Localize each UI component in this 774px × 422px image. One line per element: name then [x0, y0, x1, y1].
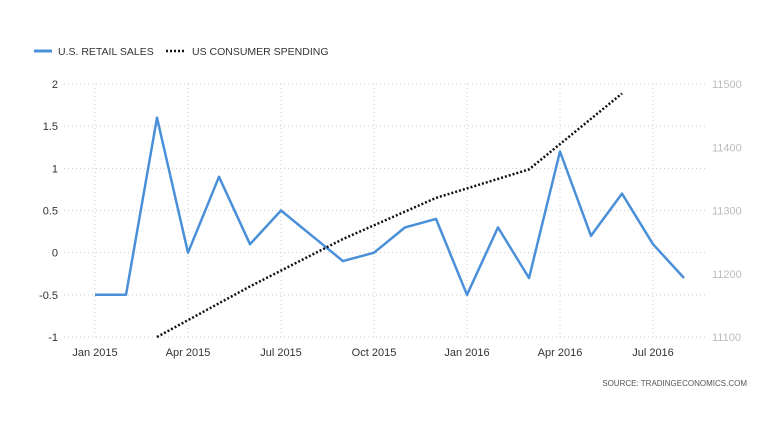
x-tick-label: Jan 2016: [444, 347, 489, 359]
y-left-tick-label: 1.5: [43, 121, 58, 133]
data-point-us-consumer-spending[interactable]: [617, 88, 627, 98]
y-left-tick-label: 1: [52, 163, 58, 175]
y-right-tick-label: 11200: [712, 269, 742, 281]
legend-label-retail-sales[interactable]: U.S. RETAIL SALES: [58, 46, 154, 58]
data-point-us-consumer-spending[interactable]: [245, 281, 255, 291]
x-axis-ticks: Jan 2015 Apr 2015 Jul 2015 Oct 2015 Jan 2016…: [72, 347, 673, 359]
data-point-u-s-retail-sales[interactable]: [214, 172, 224, 182]
data-point-us-consumer-spending[interactable]: [338, 234, 348, 244]
y-left-tick-label: -1: [48, 332, 58, 344]
legend-label-consumer-spending[interactable]: US CONSUMER SPENDING: [192, 46, 329, 58]
series-layer: [90, 88, 689, 342]
x-tick-label: Apr 2015: [166, 347, 211, 359]
data-point-u-s-retail-sales[interactable]: [152, 113, 162, 123]
y-left-tick-label: -0.5: [39, 290, 58, 302]
data-point-u-s-retail-sales[interactable]: [524, 273, 534, 283]
data-point-u-s-retail-sales[interactable]: [493, 222, 503, 232]
data-point-u-s-retail-sales[interactable]: [431, 214, 441, 224]
x-tick-label: Jul 2015: [260, 347, 302, 359]
data-point-u-s-retail-sales[interactable]: [617, 189, 627, 199]
series-line-u-s-retail-sales[interactable]: [95, 116, 685, 297]
data-point-u-s-retail-sales[interactable]: [183, 248, 193, 258]
x-tick-label: Jan 2015: [72, 347, 117, 359]
data-point-u-s-retail-sales[interactable]: [586, 231, 596, 241]
data-point-u-s-retail-sales[interactable]: [679, 273, 689, 283]
data-point-u-s-retail-sales[interactable]: [121, 290, 131, 300]
data-point-us-consumer-spending[interactable]: [524, 164, 534, 174]
grid: [64, 83, 705, 338]
y-right-tick-label: 11500: [712, 79, 742, 91]
x-tick-label: Apr 2016: [538, 347, 583, 359]
data-point-u-s-retail-sales[interactable]: [90, 290, 100, 300]
source-label: SOURCE: TRADINGECONOMICS.COM: [602, 379, 747, 388]
data-point-u-s-retail-sales[interactable]: [462, 290, 472, 300]
y-left-tick-label: 2: [52, 79, 58, 91]
data-point-us-consumer-spending[interactable]: [152, 332, 162, 342]
data-point-u-s-retail-sales[interactable]: [245, 239, 255, 249]
data-point-u-s-retail-sales[interactable]: [276, 206, 286, 216]
data-point-us-consumer-spending[interactable]: [431, 193, 441, 203]
left-axis-ticks: 2 1.5 1 0.5 0 -0.5 -1: [39, 79, 58, 344]
data-point-u-s-retail-sales[interactable]: [648, 239, 658, 249]
data-point-u-s-retail-sales[interactable]: [369, 248, 379, 258]
data-point-u-s-retail-sales[interactable]: [338, 256, 348, 266]
x-tick-label: Jul 2016: [632, 347, 674, 359]
right-axis-ticks: 11500 11400 11300 11200 11100: [712, 79, 742, 344]
y-left-tick-label: 0: [52, 248, 58, 260]
legend: U.S. RETAIL SALES US CONSUMER SPENDING: [34, 46, 329, 58]
series-line-us-consumer-spending[interactable]: [156, 92, 623, 339]
data-point-u-s-retail-sales[interactable]: [307, 231, 317, 241]
y-right-tick-label: 11100: [712, 332, 741, 344]
y-left-tick-label: 0.5: [43, 206, 58, 218]
data-point-u-s-retail-sales[interactable]: [400, 222, 410, 232]
y-right-tick-label: 11300: [712, 206, 742, 218]
y-right-tick-label: 11400: [712, 142, 742, 154]
x-tick-label: Oct 2015: [352, 347, 397, 359]
